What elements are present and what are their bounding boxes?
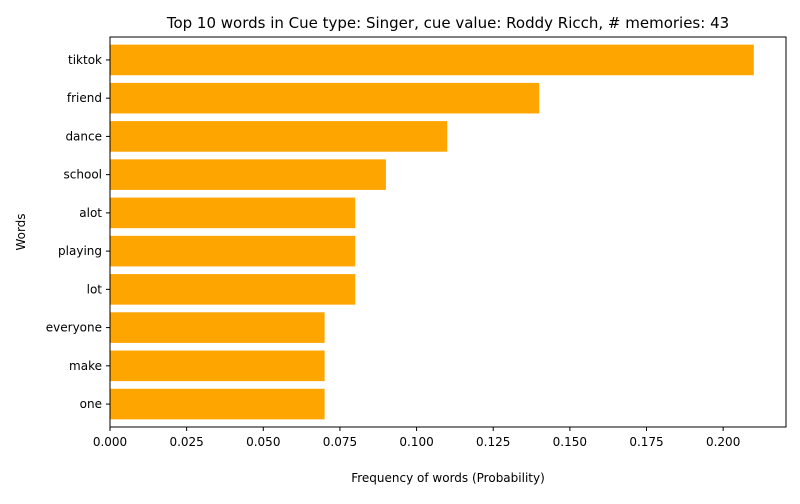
chart-title: Top 10 words in Cue type: Singer, cue va… (166, 14, 729, 32)
x-tick-label: 0.150 (553, 435, 587, 449)
bar-friend (110, 82, 540, 114)
x-tick-label: 0.200 (706, 435, 740, 449)
y-ticks-group: tiktok friend dance school alot playing lot eve… (46, 53, 110, 411)
bars-group (110, 44, 754, 420)
bar-school (110, 159, 386, 190)
x-tick-label: 0.100 (399, 435, 433, 449)
y-tick-label: school (64, 168, 102, 182)
y-axis-label: Words (14, 213, 28, 250)
y-tick-label: lot (87, 282, 103, 296)
plot-frame (109, 36, 787, 428)
y-tick-label: make (69, 359, 102, 373)
x-tick-label: 0.075 (323, 435, 357, 449)
bar-alot (110, 197, 356, 229)
bar-tiktok (110, 44, 754, 76)
y-tick-label: friend (67, 91, 102, 105)
y-tick-label: alot (79, 206, 102, 220)
y-tick-label: one (80, 397, 102, 411)
bar-lot (110, 274, 356, 305)
bar-make (110, 350, 325, 382)
x-tick-label: 0.000 (93, 435, 127, 449)
x-tick-label: 0.050 (246, 435, 280, 449)
bar-playing (110, 235, 356, 267)
x-axis-label: Frequency of words (Probability) (351, 471, 545, 485)
y-tick-label: dance (65, 129, 102, 143)
x-tick-label: 0.125 (476, 435, 510, 449)
y-tick-label: everyone (46, 321, 102, 335)
y-tick-label: playing (58, 244, 102, 258)
x-ticks-group: 0.000 0.025 0.050 0.075 0.100 0.125 0.150 0.175… (93, 427, 740, 449)
bar-everyone (110, 312, 325, 343)
bar-dance (110, 121, 448, 152)
bar-one (110, 388, 325, 420)
x-tick-label: 0.025 (169, 435, 203, 449)
y-tick-label: tiktok (68, 53, 102, 67)
x-tick-label: 0.175 (629, 435, 663, 449)
